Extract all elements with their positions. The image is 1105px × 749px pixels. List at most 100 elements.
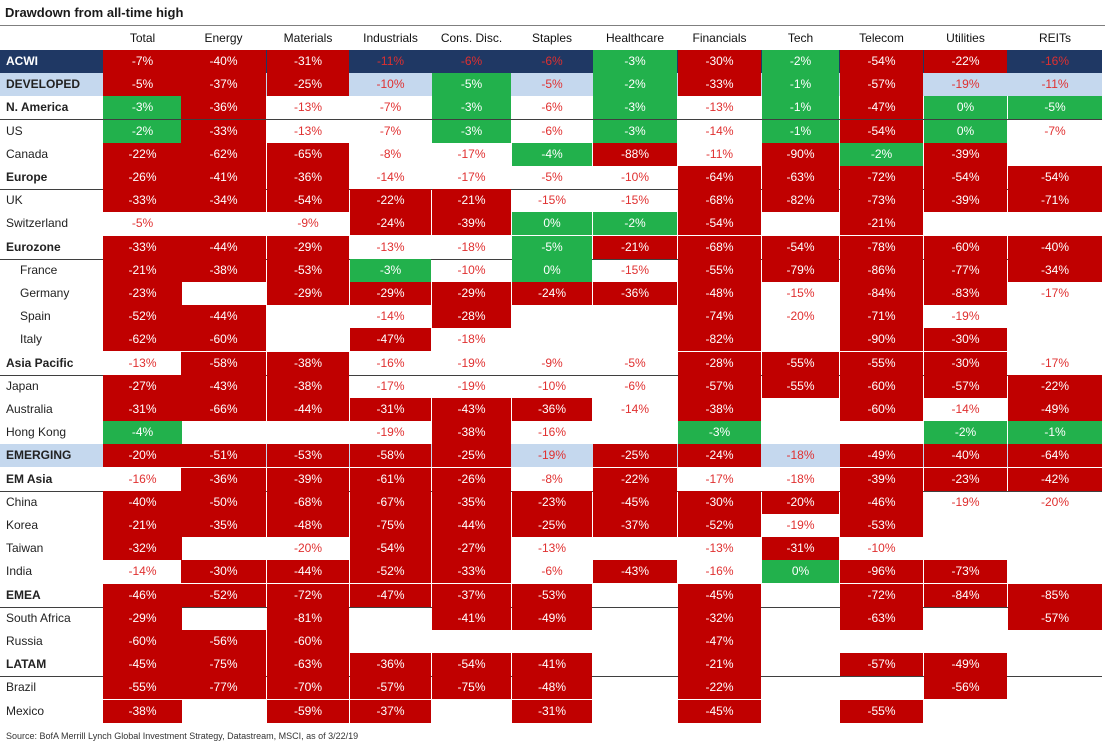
table-cell: -83% xyxy=(924,282,1007,305)
table-cell: 0% xyxy=(924,96,1007,120)
table-cell: -54% xyxy=(840,119,923,143)
table-row: South Africa -29% -81% -41% -49% -32% -63% -57% xyxy=(0,606,1102,630)
table-title: Drawdown from all-time high xyxy=(5,5,184,20)
table-cell xyxy=(432,630,511,653)
table-cell: -23% xyxy=(103,282,182,305)
table-cell: -7% xyxy=(379,100,402,115)
column-header: Staples xyxy=(531,31,573,45)
table-cell: -11% xyxy=(350,50,431,73)
table-cell: -10% xyxy=(620,170,649,184)
column-header: Total xyxy=(129,31,156,45)
table-row: Switzerland -5% -9% -24% -39% 0% -2% -54% -21% xyxy=(0,212,1102,236)
row-label: India xyxy=(6,564,33,579)
table-cell: -22% xyxy=(350,189,431,213)
table-cell: -2% xyxy=(924,421,1007,445)
table-row: Mexico -38% -59% -37% -31% -45% -55% xyxy=(0,699,1102,723)
table-cell: -46% xyxy=(840,490,923,514)
table-row: Italy -62% -60% -47% -18% -82% -90% -30% xyxy=(0,328,1102,352)
column-header: Utilities xyxy=(946,31,985,45)
table-cell: -96% xyxy=(840,560,923,584)
table-cell: -57% xyxy=(1008,606,1102,630)
table-cell: -44% xyxy=(432,514,511,537)
table-cell: -52% xyxy=(181,583,266,607)
table-cell: -25% xyxy=(432,444,511,468)
table-cell xyxy=(1008,212,1102,235)
table-cell: -39% xyxy=(432,212,511,236)
table-cell: -73% xyxy=(840,189,923,213)
row-label: UK xyxy=(6,193,23,208)
table-cell: -2% xyxy=(762,50,839,73)
table-row: ACWI -7% -40% -31% -11% -6% -6% -3% -30% -2% -54% -… xyxy=(0,50,1102,73)
table-cell: -6% xyxy=(541,564,563,579)
table-cell: -30% xyxy=(181,560,266,584)
table-cell: -45% xyxy=(593,490,677,514)
table-cell: -39% xyxy=(267,467,349,491)
table-cell: -34% xyxy=(1008,258,1102,282)
table-cell xyxy=(1008,143,1102,166)
table-row: Hong Kong -4% -19% -38% -16% -3% -2% -1% xyxy=(0,421,1102,445)
table-row: US -2% -33% -13% -7% -3% -6% -3% -14% -1% -54% 0% -7… xyxy=(0,119,1102,143)
table-cell: -48% xyxy=(678,282,761,305)
table-cell: -36% xyxy=(181,467,266,491)
row-label: Asia Pacific xyxy=(6,355,74,370)
table-cell xyxy=(593,653,677,676)
table-cell: -19% xyxy=(457,355,486,370)
row-label: Australia xyxy=(6,402,53,416)
table-cell: -36% xyxy=(181,96,266,120)
table-cell: -44% xyxy=(267,398,349,421)
row-label: LATAM xyxy=(6,657,47,672)
table-cell: -31% xyxy=(512,699,592,723)
table-cell: -44% xyxy=(181,305,266,329)
table-cell: -36% xyxy=(593,282,677,305)
row-label: Brazil xyxy=(6,680,37,695)
table-cell: -88% xyxy=(593,142,677,166)
table-cell: -33% xyxy=(678,73,761,97)
table-cell: -57% xyxy=(840,73,923,97)
table-cell: -55% xyxy=(103,676,182,700)
table-cell xyxy=(593,305,677,328)
table-cell: -25% xyxy=(512,514,592,537)
table-cell: -19% xyxy=(376,425,405,440)
table-cell: -7% xyxy=(379,123,402,138)
table-row: EMERGING -20% -51% -53% -58% -25% -19% -25% -24%… xyxy=(0,444,1102,468)
row-label: Eurozone xyxy=(6,239,61,254)
table-cell xyxy=(593,421,677,444)
table-cell: -81% xyxy=(267,606,349,630)
table-cell xyxy=(1008,630,1102,653)
table-cell: -38% xyxy=(678,398,761,421)
table-cell: -57% xyxy=(840,653,923,677)
table-cell: -38% xyxy=(103,699,182,723)
table-cell: -20% xyxy=(762,490,839,514)
table-cell: -46% xyxy=(103,583,182,607)
table-cell: -6% xyxy=(432,50,511,73)
table-cell: -14% xyxy=(951,402,980,416)
table-cell: -4% xyxy=(103,421,182,445)
table-cell: -22% xyxy=(593,467,677,491)
table-cell: -35% xyxy=(432,490,511,514)
table-cell: -82% xyxy=(762,189,839,213)
table-cell: -57% xyxy=(350,676,431,700)
table-cell xyxy=(840,630,923,653)
table-cell: 0% xyxy=(512,212,592,236)
table-cell: -54% xyxy=(1008,166,1102,189)
table-cell: -70% xyxy=(267,676,349,700)
table-cell xyxy=(1008,514,1102,537)
table-cell: -13% xyxy=(537,541,566,556)
table-cell xyxy=(432,700,511,723)
table-cell xyxy=(924,630,1007,653)
table-cell: -60% xyxy=(103,630,182,653)
table-cell: -19% xyxy=(951,309,980,324)
table-cell: -21% xyxy=(840,212,923,236)
table-cell: -17% xyxy=(1040,286,1069,300)
table-cell: -8% xyxy=(379,146,402,161)
table-cell: -11% xyxy=(705,146,734,161)
row-label: Taiwan xyxy=(6,541,44,556)
table-cell: -28% xyxy=(678,351,761,375)
table-cell xyxy=(267,305,349,328)
table-cell xyxy=(512,305,592,328)
table-cell: -3% xyxy=(103,96,182,120)
table-cell: -34% xyxy=(181,189,266,213)
table-cell: -39% xyxy=(924,189,1007,213)
table-cell: 0% xyxy=(924,119,1007,143)
table-cell: -75% xyxy=(350,514,431,537)
